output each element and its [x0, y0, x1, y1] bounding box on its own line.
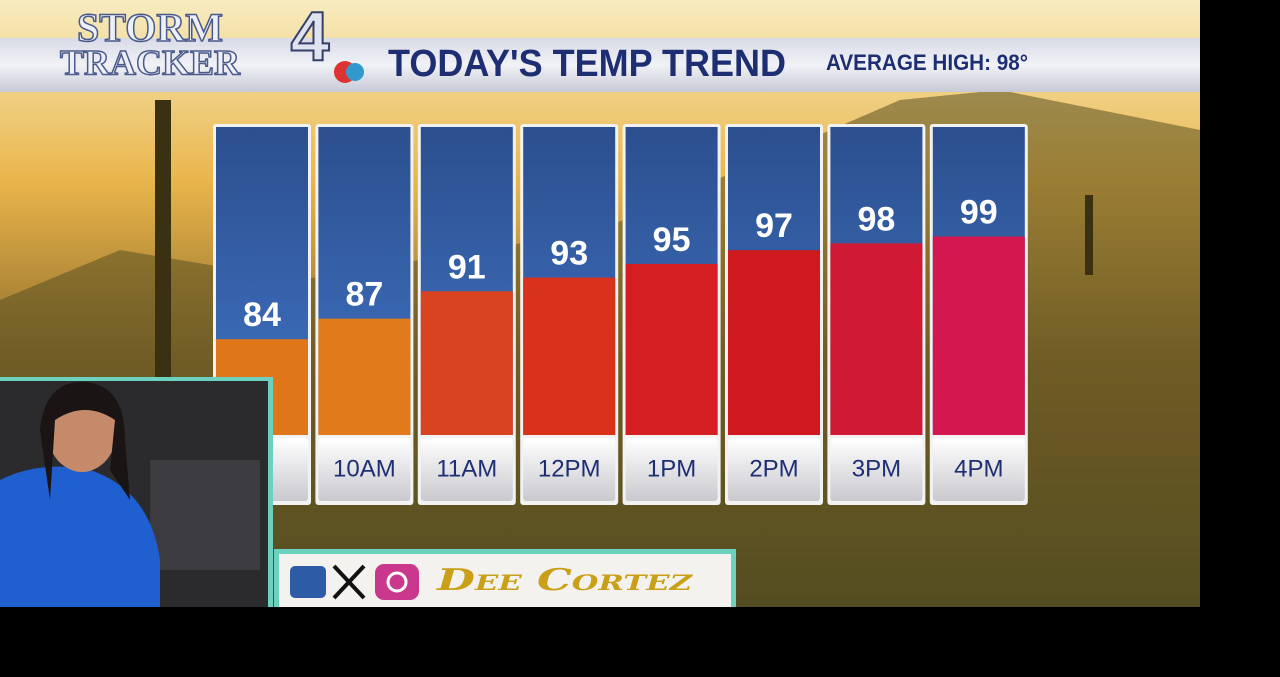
label-box	[523, 438, 616, 501]
value-label: 93	[550, 235, 588, 273]
value-label: 87	[345, 276, 383, 314]
x-tick-label: 4PM	[954, 455, 1003, 482]
bar	[318, 318, 411, 435]
value-label: 98	[857, 200, 895, 238]
value-label: 84	[243, 296, 281, 334]
header-band	[0, 38, 1200, 92]
x-tick-label: 10AM	[333, 455, 396, 482]
label-box	[420, 438, 513, 501]
presenter-inset	[0, 377, 273, 607]
value-label: 97	[755, 207, 793, 245]
value-label: 99	[960, 193, 998, 231]
x-tick-label: 3PM	[852, 455, 901, 482]
bar	[932, 236, 1025, 435]
instagram-icon	[375, 564, 419, 600]
social-bar: Dee Cortez	[274, 549, 736, 607]
logo-number: 4	[291, 0, 330, 75]
presenter-hair	[40, 381, 130, 500]
x-tick-label: 11AM	[436, 455, 497, 482]
presenter	[0, 466, 160, 607]
chart-subtitle: AVERAGE HIGH: 98°	[826, 50, 1028, 75]
x-tick-label: 2PM	[749, 455, 798, 482]
chart-title: TODAY'S TEMP TREND	[388, 43, 786, 85]
logo-text: STORM	[77, 5, 223, 50]
x-tick-label: 1PM	[647, 455, 696, 482]
cactus	[1085, 195, 1093, 275]
presenter-name: Dee Cortez	[436, 563, 693, 598]
desk	[150, 460, 260, 570]
label-box	[728, 438, 820, 501]
label-box	[318, 438, 411, 501]
plot: 84M8710AM9111AM9312PM951PM972PM983PM994P…	[213, 124, 1028, 505]
bar	[625, 263, 718, 435]
instagram-icon	[386, 571, 408, 593]
logo: STORM TRACKER 4	[59, 0, 364, 83]
social-panel	[279, 554, 731, 607]
x-icon	[332, 564, 366, 600]
label-box	[625, 438, 718, 501]
bar	[523, 277, 616, 435]
bar	[728, 250, 820, 435]
logo-text: TRACKER	[60, 42, 241, 82]
x-tick-label: 12PM	[538, 455, 601, 482]
bar	[830, 243, 923, 435]
facebook-icon	[290, 566, 326, 598]
cactus	[155, 100, 171, 400]
label-box	[830, 438, 923, 501]
peacock-icon	[346, 63, 364, 81]
label-box	[932, 438, 1025, 501]
value-label: 95	[653, 221, 691, 259]
bar	[420, 291, 513, 435]
value-label: 91	[448, 248, 486, 286]
